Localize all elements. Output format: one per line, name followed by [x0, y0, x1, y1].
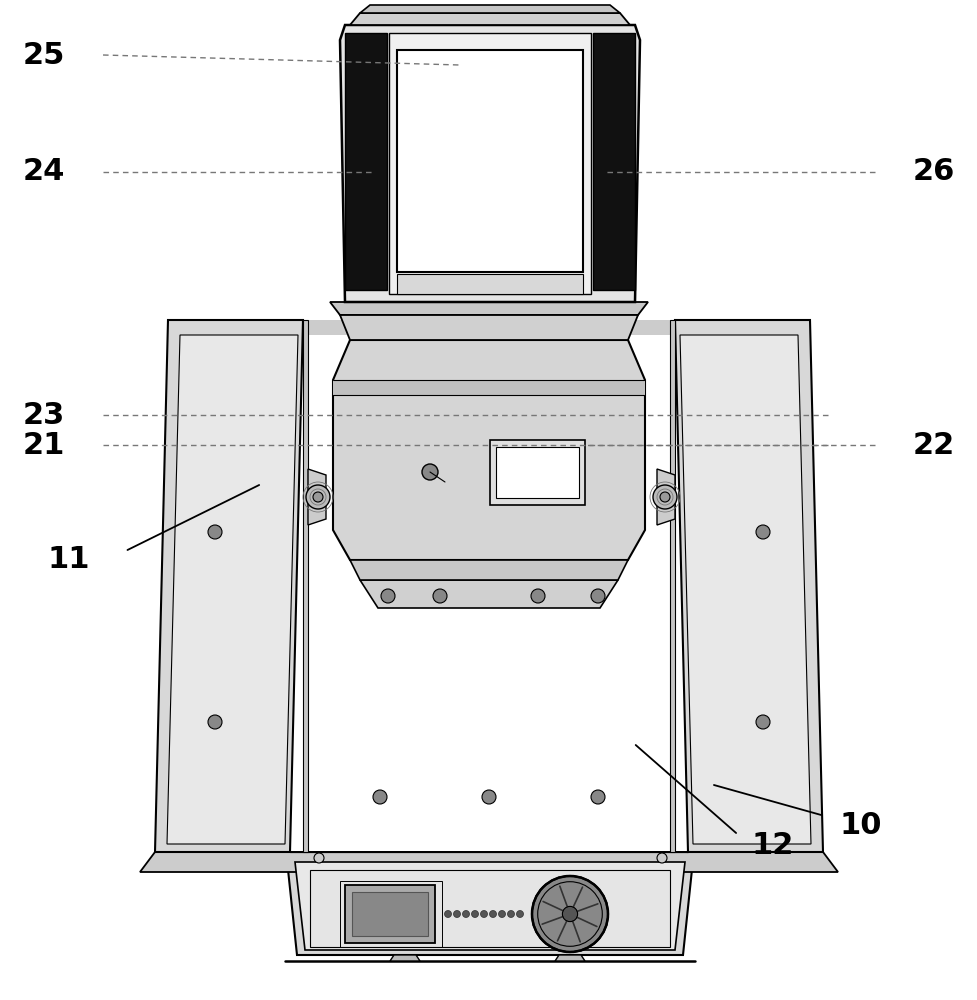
Polygon shape	[303, 320, 308, 852]
Circle shape	[314, 853, 323, 863]
Circle shape	[516, 910, 523, 918]
Circle shape	[531, 876, 608, 952]
Polygon shape	[308, 469, 325, 525]
Circle shape	[507, 910, 514, 918]
Polygon shape	[554, 955, 584, 961]
Polygon shape	[669, 320, 674, 852]
Circle shape	[657, 853, 666, 863]
Bar	[345, 33, 387, 290]
Bar	[352, 892, 428, 936]
Polygon shape	[390, 955, 419, 961]
Circle shape	[653, 485, 676, 509]
Text: 21: 21	[22, 430, 65, 460]
Circle shape	[590, 790, 605, 804]
Polygon shape	[657, 469, 674, 525]
Circle shape	[498, 910, 505, 918]
Circle shape	[372, 790, 387, 804]
Text: 10: 10	[838, 810, 881, 840]
Circle shape	[471, 910, 478, 918]
Polygon shape	[332, 380, 645, 395]
Text: 23: 23	[22, 400, 65, 430]
Circle shape	[462, 910, 469, 918]
Polygon shape	[295, 862, 684, 950]
Polygon shape	[282, 852, 697, 860]
Polygon shape	[360, 5, 619, 13]
Polygon shape	[340, 315, 637, 340]
Polygon shape	[329, 302, 648, 315]
Bar	[397, 50, 582, 272]
Polygon shape	[360, 580, 617, 608]
Circle shape	[208, 525, 222, 539]
Circle shape	[489, 910, 496, 918]
Circle shape	[590, 589, 605, 603]
Circle shape	[659, 492, 669, 502]
Circle shape	[480, 910, 487, 918]
Text: 26: 26	[912, 157, 955, 186]
Circle shape	[381, 589, 395, 603]
Polygon shape	[350, 560, 627, 580]
Text: 24: 24	[22, 157, 65, 186]
Circle shape	[421, 464, 438, 480]
Polygon shape	[140, 852, 837, 872]
Bar	[489, 440, 584, 505]
Polygon shape	[674, 320, 823, 852]
Bar	[310, 870, 669, 947]
Polygon shape	[679, 335, 810, 844]
Bar	[340, 881, 442, 947]
Polygon shape	[154, 320, 303, 852]
Polygon shape	[286, 860, 693, 955]
Circle shape	[306, 485, 329, 509]
Polygon shape	[350, 13, 629, 25]
Circle shape	[562, 906, 577, 922]
Circle shape	[433, 589, 446, 603]
Circle shape	[453, 910, 460, 918]
Bar	[345, 885, 435, 943]
Circle shape	[531, 589, 544, 603]
Circle shape	[313, 492, 322, 502]
Bar	[495, 447, 578, 498]
Circle shape	[482, 790, 495, 804]
Bar	[397, 274, 582, 294]
Polygon shape	[340, 25, 639, 302]
Polygon shape	[332, 340, 645, 560]
Circle shape	[755, 715, 769, 729]
Polygon shape	[168, 320, 809, 335]
Text: 22: 22	[912, 430, 955, 460]
Text: 12: 12	[750, 830, 793, 859]
Text: 25: 25	[22, 40, 65, 70]
Text: 11: 11	[47, 546, 90, 574]
Circle shape	[755, 525, 769, 539]
Circle shape	[444, 910, 451, 918]
Bar	[592, 33, 634, 290]
Polygon shape	[167, 335, 298, 844]
Bar	[389, 33, 590, 294]
Circle shape	[208, 715, 222, 729]
